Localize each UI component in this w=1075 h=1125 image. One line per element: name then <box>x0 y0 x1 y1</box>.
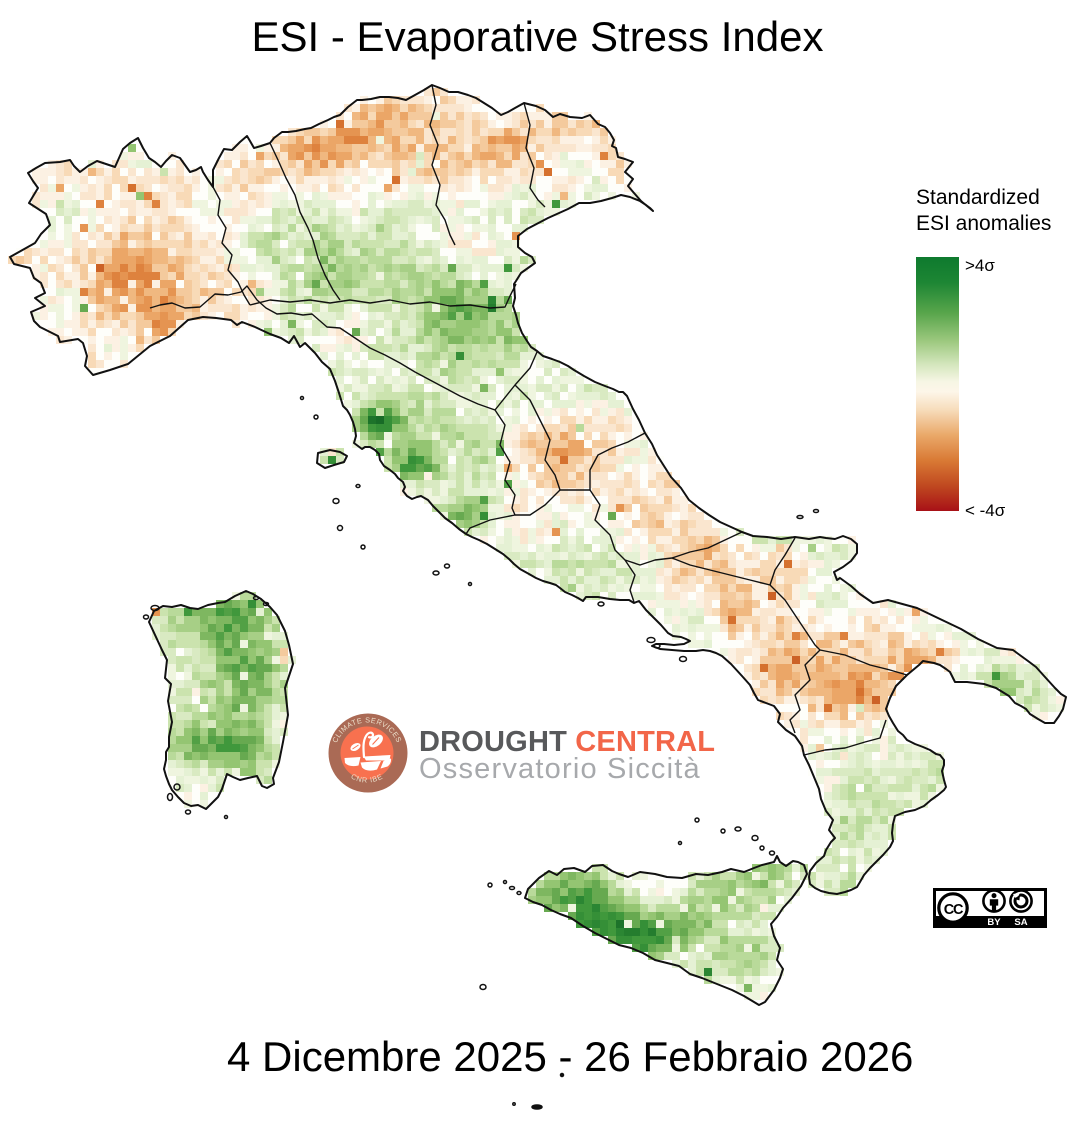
svg-text:CNR IBE: CNR IBE <box>350 772 385 785</box>
svg-text:SA: SA <box>1014 917 1027 928</box>
svg-text:CC: CC <box>944 902 964 918</box>
svg-text:BY: BY <box>987 917 1001 928</box>
